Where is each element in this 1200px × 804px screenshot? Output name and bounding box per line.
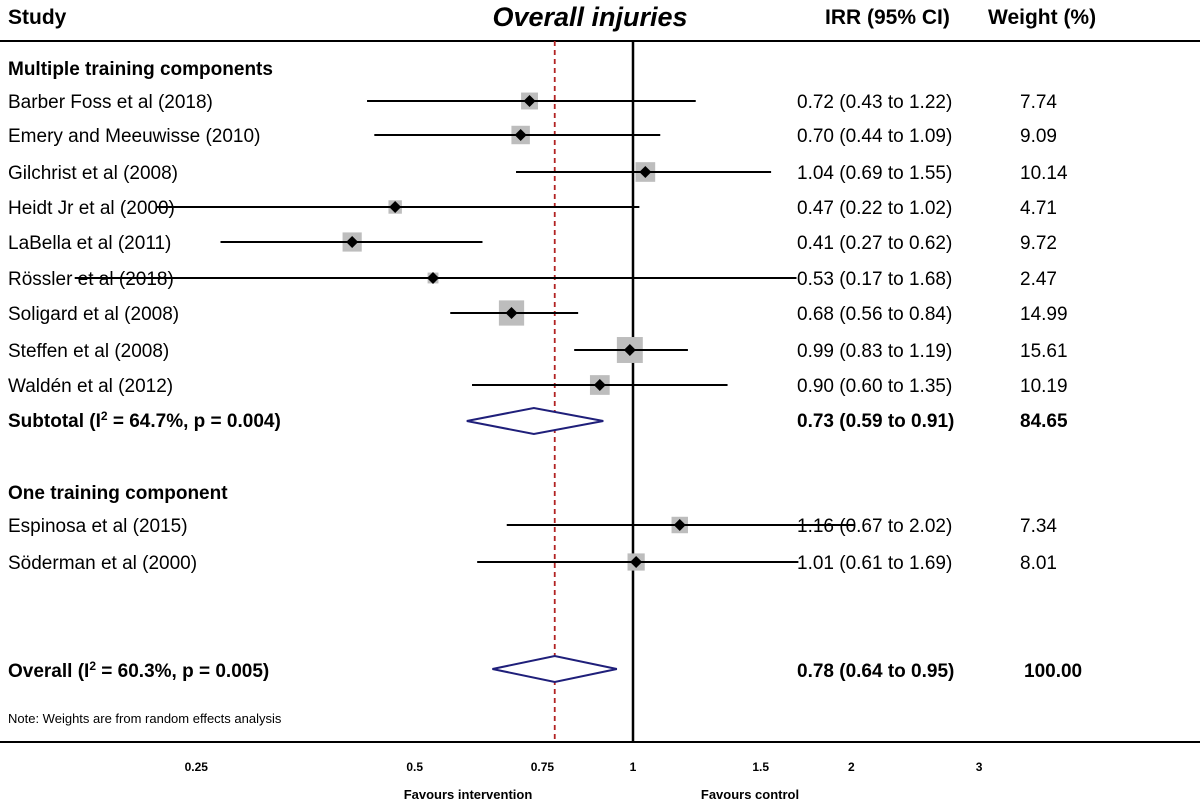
study-ci-value: 0.90 (0.60 to 1.35) [797,376,952,397]
study-weight-value: 4.71 [1020,198,1057,219]
favours-left-label: Favours intervention [404,787,533,802]
study-weight-value: 7.34 [1020,516,1057,537]
study-label: Soligard et al (2008) [8,304,179,325]
point-estimate-marker [639,166,652,178]
subtotal-weight-value: 84.65 [1020,411,1068,432]
study-ci-value: 0.68 (0.56 to 0.84) [797,304,952,325]
point-estimate-marker [346,236,359,248]
study-weight-value: 9.09 [1020,126,1057,147]
study-weight-value: 10.19 [1020,376,1068,397]
ci-column-header: IRR (95% CI) [825,6,950,29]
study-weight-value: 14.99 [1020,304,1068,325]
study-weight-value: 9.72 [1020,233,1057,254]
study-label: Rössler et al (2018) [8,269,174,290]
study-label: Emery and Meeuwisse (2010) [8,126,260,147]
subtotal-label: Subtotal (I2 = 64.7%, p = 0.004) [8,409,281,432]
subtotal-diamond [466,406,604,436]
study-weight-value: 8.01 [1020,553,1057,574]
study-weight-value: 15.61 [1020,341,1068,362]
x-tick-label: 1.5 [752,760,769,774]
point-estimate-marker [623,344,636,356]
group-heading: Multiple training components [8,59,273,80]
study-label: Waldén et al (2012) [8,376,173,397]
study-label: Barber Foss et al (2018) [8,92,213,113]
point-estimate-marker [523,95,536,107]
footnote: Note: Weights are from random effects an… [8,711,282,726]
study-ci-value: 1.16 (0.67 to 2.02) [797,516,952,537]
overall-label: Overall (I2 = 60.3%, p = 0.005) [8,659,269,682]
point-estimate-marker [427,272,440,284]
study-label: Espinosa et al (2015) [8,516,188,537]
x-tick-label: 1 [630,760,637,774]
study-ci-value: 0.99 (0.83 to 1.19) [797,341,952,362]
point-estimate-marker [389,201,402,213]
point-estimate-marker [514,129,527,141]
subtotal-ci-value: 0.73 (0.59 to 0.91) [797,411,954,432]
x-tick-label: 3 [976,760,983,774]
point-estimate-marker [630,556,643,568]
overall-ci-value: 0.78 (0.64 to 0.95) [797,661,954,682]
study-weight-value: 2.47 [1020,269,1057,290]
study-label: Gilchrist et al (2008) [8,163,178,184]
point-estimate-marker [505,307,518,319]
x-tick-label: 2 [848,760,855,774]
study-weight-value: 10.14 [1020,163,1068,184]
point-estimate-marker [593,379,606,391]
study-ci-value: 0.70 (0.44 to 1.09) [797,126,952,147]
x-tick-label: 0.5 [406,760,423,774]
overall-weight-value: 100.00 [1024,661,1082,682]
x-tick-label: 0.75 [531,760,555,774]
favours-right-label: Favours control [701,787,799,802]
study-label: Steffen et al (2008) [8,341,169,362]
study-ci-value: 0.72 (0.43 to 1.22) [797,92,952,113]
study-label: LaBella et al (2011) [8,233,171,254]
x-tick-label: 0.25 [185,760,209,774]
study-ci-value: 0.47 (0.22 to 1.02) [797,198,952,219]
study-column-header: Study [8,6,67,29]
study-ci-value: 1.01 (0.61 to 1.69) [797,553,952,574]
chart-title: Overall injuries [492,2,687,32]
study-weight-value: 7.74 [1020,92,1057,113]
forest-rows: Multiple training components Barber Foss … [8,41,1082,742]
study-label: Heidt Jr et al (2000) [8,198,175,219]
point-estimate-marker [673,519,686,531]
group-heading: One training component [8,483,228,504]
study-ci-value: 0.41 (0.27 to 0.62) [797,233,952,254]
study-label: Söderman et al (2000) [8,553,197,574]
study-ci-value: 1.04 (0.69 to 1.55) [797,163,952,184]
overall-diamond [492,654,618,684]
study-ci-value: 0.53 (0.17 to 1.68) [797,269,952,290]
weight-column-header: Weight (%) [988,6,1096,29]
